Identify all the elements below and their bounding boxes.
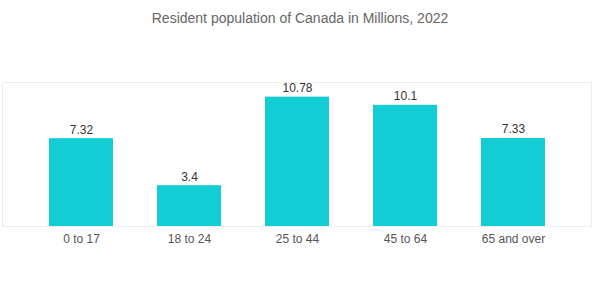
svg-text:65 and over: 65 and over [482, 232, 545, 246]
svg-text:45 to 64: 45 to 64 [384, 232, 428, 246]
svg-text:10.1: 10.1 [394, 89, 418, 103]
svg-text:18 to 24: 18 to 24 [168, 232, 212, 246]
svg-text:0 to 17: 0 to 17 [63, 232, 100, 246]
html-text:Resident population of Canada: Resident population of Canada in Million… [151, 10, 449, 26]
svg-text:25 to 44: 25 to 44 [276, 232, 320, 246]
svg-text:7.32: 7.32 [70, 123, 94, 137]
svg-text:3.4: 3.4 [181, 170, 198, 184]
svg-text:7.33: 7.33 [502, 122, 526, 136]
svg-text:10.78: 10.78 [282, 81, 312, 95]
